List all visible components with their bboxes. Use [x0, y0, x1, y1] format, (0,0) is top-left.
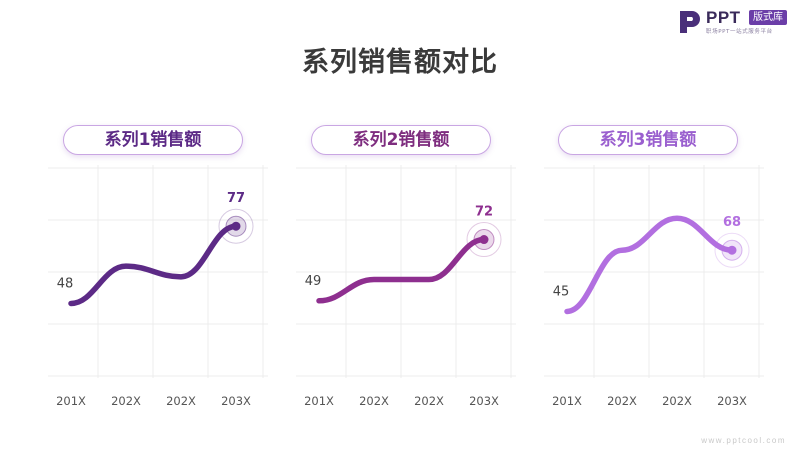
- chart-title-1: 系列1销售额: [63, 125, 243, 155]
- x-tick-label: 202X: [607, 394, 637, 408]
- highlight-ring-outer: [466, 222, 502, 258]
- x-tick-label: 203X: [469, 394, 499, 408]
- data-point: [727, 245, 737, 255]
- series-line: [68, 223, 239, 307]
- data-label: 72: [475, 205, 493, 220]
- series-line: [316, 236, 487, 304]
- x-tick-label: 203X: [221, 394, 251, 408]
- grid: [48, 165, 268, 378]
- data-label: 77: [227, 191, 245, 206]
- footer-url: www.pptcool.com: [701, 436, 786, 445]
- x-tick-label: 202X: [111, 394, 141, 408]
- grid: [296, 165, 516, 378]
- chart-3: 45 68 201X 202X 202X 203X: [544, 165, 764, 408]
- data-label: 48: [57, 276, 74, 291]
- data-point: [479, 235, 489, 245]
- x-tick-label: 201X: [304, 394, 334, 408]
- ppt-logo-icon: [680, 11, 700, 33]
- chart-title-3: 系列3销售额: [558, 125, 738, 155]
- x-tick-label: 202X: [166, 394, 196, 408]
- data-label: 49: [305, 274, 322, 289]
- highlight-ring-outer: [714, 232, 750, 268]
- page-title: 系列销售额对比: [302, 47, 498, 78]
- data-label: 45: [553, 284, 570, 299]
- x-tick-label: 201X: [56, 394, 86, 408]
- chart-title-2: 系列2销售额: [311, 125, 491, 155]
- data-point: [231, 221, 241, 231]
- highlight-ring-outer: [218, 208, 254, 244]
- series-line: [564, 215, 735, 315]
- x-tick-label: 201X: [552, 394, 582, 408]
- logo-text: PPT: [706, 8, 741, 27]
- data-label: 68: [723, 215, 741, 230]
- x-tick-label: 203X: [717, 394, 747, 408]
- logo-badge: 版式库: [749, 10, 787, 25]
- x-tick-label: 202X: [359, 394, 389, 408]
- grid: [544, 165, 764, 378]
- ppt-logo: PPT 版式库 职场PPT一站式服务平台: [678, 8, 794, 36]
- chart-2: 49 72 201X 202X 202X 203X: [296, 165, 516, 408]
- logo-tagline: 职场PPT一站式服务平台: [706, 29, 773, 35]
- x-tick-label: 202X: [662, 394, 692, 408]
- x-tick-label: 202X: [414, 394, 444, 408]
- chart-1: 48 77 201X 202X 202X 203X: [48, 165, 268, 408]
